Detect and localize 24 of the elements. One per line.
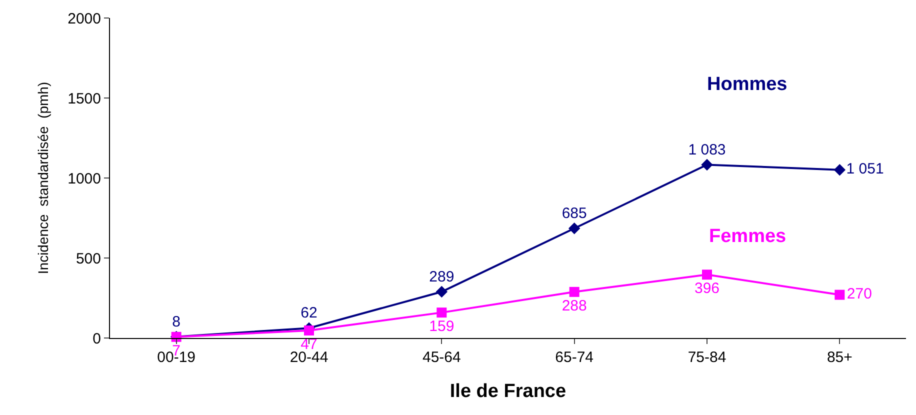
x-tick-label: 75-84 [688, 349, 726, 366]
y-tick-label: 1000 [68, 170, 101, 188]
data-label: 270 [846, 286, 872, 303]
y-tick-label: 0 [92, 330, 101, 348]
data-label: 1 051 [846, 160, 884, 178]
x-tick-label: 85+ [826, 349, 853, 366]
data-label: 62 [300, 304, 318, 322]
y-tick-label: 500 [76, 250, 101, 268]
y-tick-label: 2000 [68, 10, 101, 28]
y-axis-title: Incidence standardisée (pmh) [35, 82, 52, 274]
data-label: 289 [429, 268, 454, 286]
data-label: 8 [172, 313, 180, 330]
y-tick-label: 1500 [68, 90, 101, 108]
data-label: 1 083 [688, 141, 726, 158]
data-label: 396 [694, 280, 720, 298]
series-label: Femmes [709, 226, 786, 247]
data-label: 288 [562, 297, 587, 314]
data-label: 685 [562, 205, 587, 222]
x-tick-label: 20-44 [290, 349, 328, 366]
x-tick-label: 65-74 [555, 349, 594, 366]
x-axis-title: Ile de France [450, 380, 566, 402]
x-tick-label: 45-64 [422, 349, 461, 366]
data-label: 159 [429, 318, 454, 336]
text: Hommes [707, 74, 788, 95]
